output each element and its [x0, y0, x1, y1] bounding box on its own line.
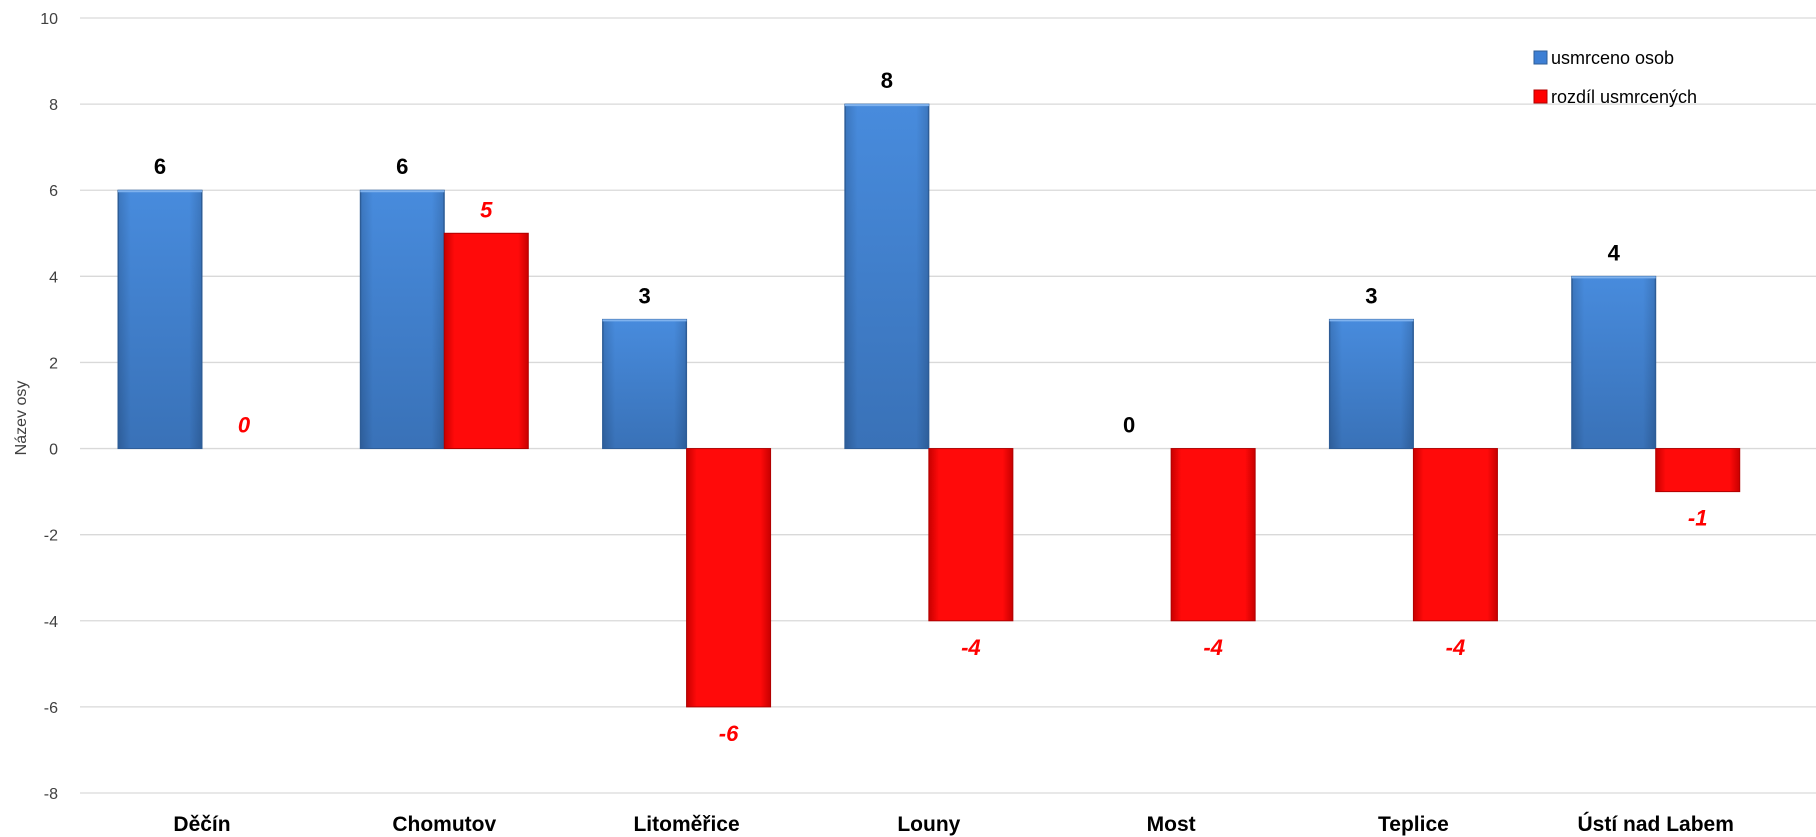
bar-shade	[361, 190, 444, 449]
data-label-rozdil: 0	[238, 413, 251, 438]
data-label-rozdil: -4	[1446, 635, 1466, 660]
legend-swatch	[1533, 50, 1548, 65]
data-label-rozdil: -6	[719, 721, 739, 746]
legend: usmrceno osob rozdíl usmrcených	[1533, 48, 1697, 107]
category-label: Ústí nad Labem	[1578, 812, 1734, 836]
category-label: Děčín	[173, 813, 230, 836]
y-tick-label: 4	[49, 269, 58, 286]
bar-rozdil	[928, 448, 1014, 622]
y-tick-label: -2	[44, 528, 58, 545]
bar-shade	[1330, 319, 1413, 449]
bar-rozdil	[686, 448, 772, 708]
bar-rozdil	[443, 232, 529, 450]
y-tick-label: 8	[49, 97, 58, 114]
data-labels: 6 0 6 5 3 -6 8 -4 0 -4 3 -4 4 -1	[154, 68, 1708, 746]
category-label: Louny	[897, 813, 960, 836]
data-label-usmrceno: 3	[638, 283, 650, 308]
bar-rozdil	[1655, 448, 1741, 493]
y-tick-label: -6	[44, 700, 58, 717]
bar-rozdil	[1170, 448, 1256, 622]
category-labels: Děčín Chomutov Litoměřice Louny Most Teplice Ú…	[173, 812, 1733, 836]
bar-shade	[1572, 276, 1655, 449]
data-label-usmrceno: 6	[396, 154, 408, 179]
data-label-rozdil: -1	[1688, 506, 1708, 531]
y-tick-label: 10	[40, 11, 58, 28]
legend-label: usmrceno osob	[1551, 48, 1674, 68]
data-label-rozdil: -4	[1203, 635, 1223, 660]
category-label: Most	[1147, 813, 1196, 836]
data-label-usmrceno: 3	[1365, 283, 1377, 308]
legend-swatch	[1533, 89, 1548, 104]
data-label-rozdil: -4	[961, 635, 981, 660]
data-label-usmrceno: 4	[1608, 240, 1621, 265]
bars	[117, 103, 1741, 708]
y-tick-label: -4	[44, 614, 58, 631]
category-label: Chomutov	[392, 813, 496, 836]
data-label-rozdil: 5	[480, 197, 493, 222]
gridlines	[80, 17, 1816, 794]
bar-shade	[603, 319, 686, 449]
bar-shade	[845, 104, 928, 449]
legend-label: rozdíl usmrcených	[1551, 87, 1697, 107]
bar-shade	[119, 190, 201, 449]
category-label: Teplice	[1378, 813, 1449, 836]
y-tick-label: 0	[49, 442, 58, 459]
data-label-usmrceno: 8	[881, 68, 893, 93]
y-tick-label: 2	[49, 355, 58, 372]
y-tick-label: -8	[44, 786, 58, 803]
y-tick-label: 6	[49, 183, 58, 200]
data-label-usmrceno: 6	[154, 154, 166, 179]
bar-rozdil	[1412, 448, 1498, 622]
y-axis-title: Název osy	[13, 381, 30, 456]
data-label-usmrceno: 0	[1123, 413, 1135, 438]
y-axis-ticks: -8 -6 -4 -2 0 2 4 6 8 10	[40, 11, 58, 803]
category-label: Litoměřice	[633, 813, 739, 836]
